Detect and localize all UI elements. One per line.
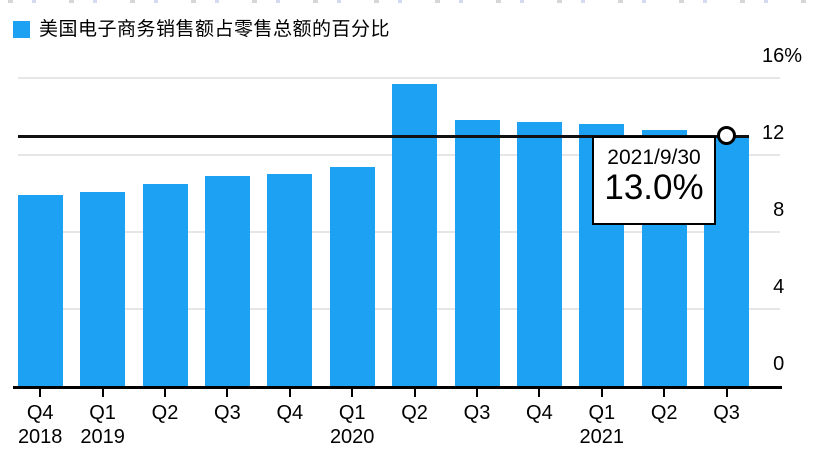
bar-2020-Q1[interactable] xyxy=(329,166,375,386)
x-axis-label-2020-Q2: Q2 xyxy=(401,402,428,424)
x-axis-label-2021-Q3: Q3 xyxy=(713,402,740,424)
x-axis-label-2019-Q4: Q4 xyxy=(276,402,304,424)
tooltip: 2021/9/30 13.0% xyxy=(592,136,716,225)
x-axis-year-2020: 2020 xyxy=(329,426,375,448)
x-axis-label-2019-Q2: Q2 xyxy=(151,402,179,424)
x-axis-tick xyxy=(538,388,541,397)
bar-2019-Q3[interactable] xyxy=(204,176,250,386)
gridline-16 xyxy=(18,77,780,79)
x-axis-label-2019-Q1: Q1 xyxy=(89,402,116,424)
x-axis-label-2018-Q4: Q4 xyxy=(26,402,54,424)
y-axis-label-4: 4% xyxy=(773,276,785,298)
bar-2020-Q2[interactable] xyxy=(392,83,438,386)
x-axis-label-2021-Q1: Q1 xyxy=(588,402,616,424)
bar-2019-Q2[interactable] xyxy=(142,183,188,386)
y-axis-label-0: 0% xyxy=(773,353,785,375)
x-axis-tick xyxy=(663,388,666,397)
y-axis-label-12: 12% xyxy=(761,122,785,144)
bar-2020-Q3[interactable] xyxy=(454,120,500,386)
x-axis-tick xyxy=(476,388,478,397)
x-axis-tick xyxy=(101,388,104,397)
legend-label: 美国电子商务销售额占零售总额的百分比 xyxy=(39,19,391,40)
x-axis-label-2021-Q2: Q2 xyxy=(650,402,678,424)
reference-line xyxy=(18,134,750,138)
bar-2019-Q1[interactable] xyxy=(80,191,126,386)
x-axis-label-2020-Q4: Q4 xyxy=(526,402,553,424)
x-axis-label-2019-Q3: Q3 xyxy=(214,402,241,424)
tooltip-value: 13.0% xyxy=(604,168,704,207)
x-axis-tick xyxy=(288,388,291,397)
bar-2019-Q4[interactable] xyxy=(267,174,313,386)
y-axis-label-16: 16% xyxy=(761,45,802,67)
y-axis-label-8: 8% xyxy=(773,199,785,221)
x-axis-year-2019: 2019 xyxy=(80,426,125,448)
x-axis-tick xyxy=(164,388,166,397)
bar-2018-Q4[interactable] xyxy=(17,195,63,386)
x-axis-tick xyxy=(226,388,229,397)
legend-swatch-icon xyxy=(13,21,30,38)
x-axis-line xyxy=(13,386,782,389)
x-axis-tick xyxy=(351,388,354,397)
bar-2020-Q4[interactable] xyxy=(516,122,562,386)
x-axis-tick xyxy=(725,388,728,397)
tooltip-date: 2021/9/30 xyxy=(607,146,701,169)
x-axis-label-2020-Q1: Q1 xyxy=(338,402,366,424)
x-axis-year-2018: 2018 xyxy=(17,426,63,448)
x-axis-label-2020-Q3: Q3 xyxy=(463,402,491,424)
x-axis-tick xyxy=(39,388,42,397)
legend-item[interactable]: 美国电子商务销售额占零售总额的百分比 xyxy=(13,20,390,39)
x-axis-year-2021: 2021 xyxy=(579,426,625,448)
x-axis-tick xyxy=(413,388,416,397)
cropped-text-remnant xyxy=(8,0,816,3)
x-axis-tick xyxy=(600,388,603,397)
last-point-marker-icon[interactable] xyxy=(717,126,737,146)
